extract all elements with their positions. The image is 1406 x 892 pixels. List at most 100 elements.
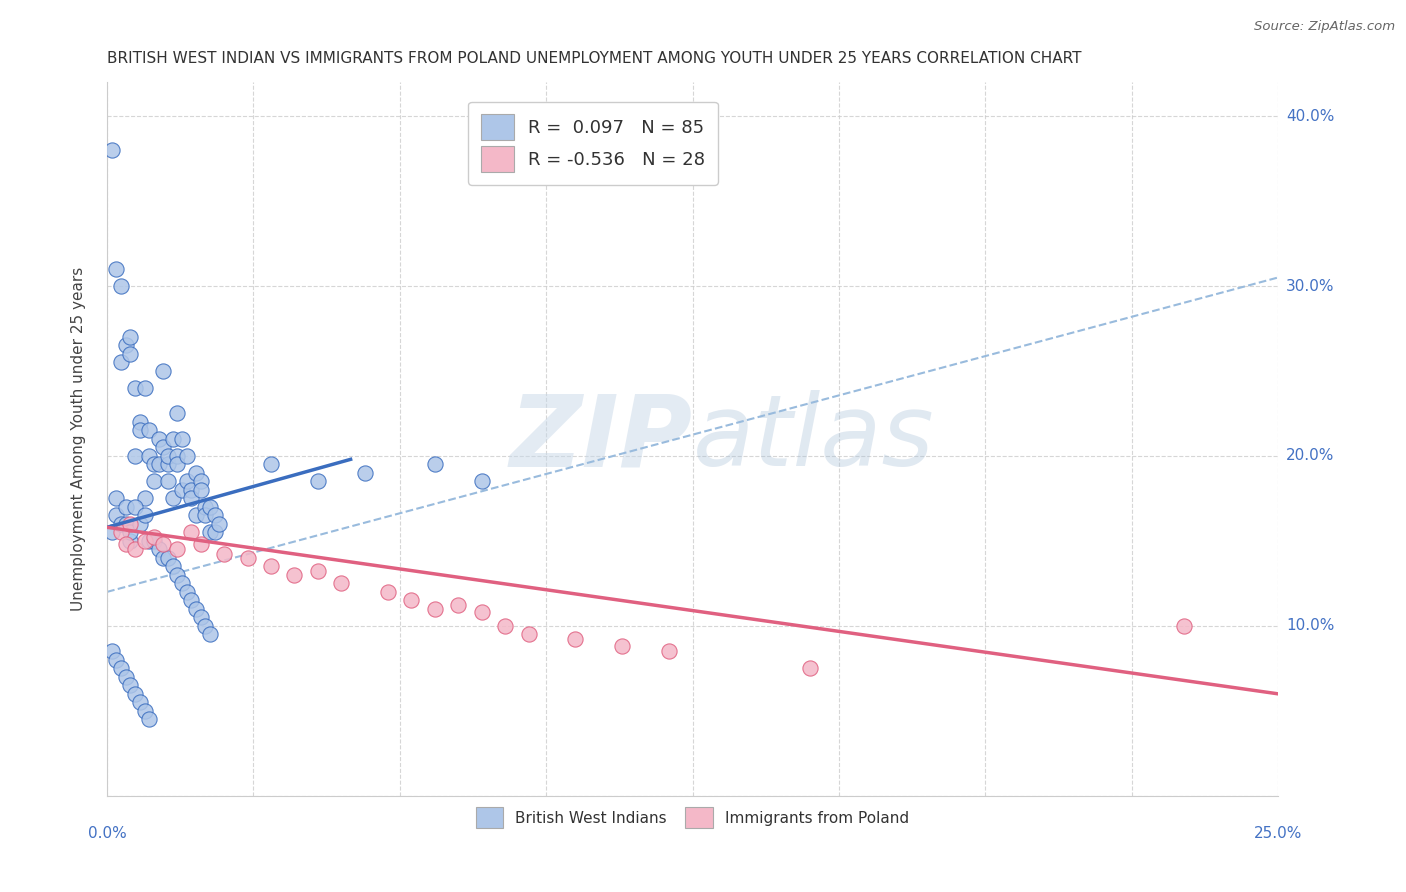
Point [124, 542, 146, 557]
Point [100, 525, 122, 540]
Point [138, 449, 160, 463]
Point [124, 687, 146, 701]
Point [120, 347, 142, 361]
Point [105, 508, 128, 523]
Text: atlas: atlas [693, 391, 934, 487]
Point [423, 458, 446, 472]
Point [152, 550, 174, 565]
Point [176, 449, 198, 463]
Point [114, 500, 136, 514]
Point [176, 585, 198, 599]
Point [180, 593, 202, 607]
Point [148, 458, 170, 472]
Point [494, 619, 516, 633]
Text: 10.0%: 10.0% [1286, 618, 1334, 633]
Point [198, 500, 221, 514]
Text: ZIP: ZIP [509, 391, 693, 487]
Point [176, 475, 198, 489]
Text: Source: ZipAtlas.com: Source: ZipAtlas.com [1254, 20, 1395, 33]
Point [156, 449, 179, 463]
Point [180, 483, 202, 497]
Text: 0.0%: 0.0% [87, 826, 127, 841]
Point [138, 424, 160, 438]
Point [162, 432, 184, 446]
Point [114, 537, 136, 551]
Point [190, 610, 212, 624]
Point [198, 627, 221, 641]
Point [156, 550, 179, 565]
Point [162, 491, 184, 506]
Point [110, 516, 132, 531]
Point [799, 661, 821, 675]
Point [208, 516, 231, 531]
Point [148, 432, 170, 446]
Text: 20.0%: 20.0% [1286, 449, 1334, 464]
Text: 30.0%: 30.0% [1286, 278, 1334, 293]
Point [198, 525, 221, 540]
Point [447, 599, 470, 613]
Point [134, 491, 156, 506]
Point [184, 508, 207, 523]
Point [120, 678, 142, 692]
Text: 40.0%: 40.0% [1286, 109, 1334, 124]
Point [120, 330, 142, 344]
Point [184, 466, 207, 480]
Point [124, 500, 146, 514]
Point [105, 491, 128, 506]
Point [564, 632, 586, 647]
Text: BRITISH WEST INDIAN VS IMMIGRANTS FROM POLAND UNEMPLOYMENT AMONG YOUTH UNDER 25 : BRITISH WEST INDIAN VS IMMIGRANTS FROM P… [107, 51, 1081, 66]
Point [110, 279, 132, 293]
Point [142, 531, 165, 545]
Point [114, 516, 136, 531]
Point [180, 491, 202, 506]
Point [100, 143, 122, 157]
Point [194, 619, 217, 633]
Point [142, 475, 165, 489]
Point [120, 533, 142, 548]
Point [124, 381, 146, 395]
Point [120, 516, 142, 531]
Point [120, 525, 142, 540]
Point [423, 602, 446, 616]
Legend: British West Indians, Immigrants from Poland: British West Indians, Immigrants from Po… [470, 801, 915, 835]
Point [152, 537, 174, 551]
Point [377, 585, 399, 599]
Point [307, 475, 329, 489]
Point [138, 533, 160, 548]
Point [658, 644, 681, 658]
Point [105, 262, 128, 277]
Point [212, 548, 235, 562]
Point [612, 639, 634, 653]
Point [190, 475, 212, 489]
Point [204, 525, 226, 540]
Point [170, 576, 193, 591]
Point [134, 381, 156, 395]
Point [124, 449, 146, 463]
Point [128, 424, 150, 438]
Point [190, 483, 212, 497]
Point [142, 533, 165, 548]
Point [110, 525, 132, 540]
Point [283, 567, 305, 582]
Point [128, 516, 150, 531]
Point [134, 704, 156, 718]
Point [1173, 619, 1195, 633]
Point [184, 602, 207, 616]
Point [105, 653, 128, 667]
Point [170, 483, 193, 497]
Point [138, 712, 160, 726]
Point [260, 458, 283, 472]
Point [401, 593, 423, 607]
Point [142, 458, 165, 472]
Point [166, 542, 188, 557]
Point [190, 537, 212, 551]
Point [353, 466, 375, 480]
Y-axis label: Unemployment Among Youth under 25 years: Unemployment Among Youth under 25 years [72, 267, 86, 611]
Point [156, 458, 179, 472]
Point [180, 525, 202, 540]
Point [194, 508, 217, 523]
Point [471, 605, 494, 619]
Text: 25.0%: 25.0% [1254, 826, 1302, 841]
Point [110, 355, 132, 369]
Point [152, 441, 174, 455]
